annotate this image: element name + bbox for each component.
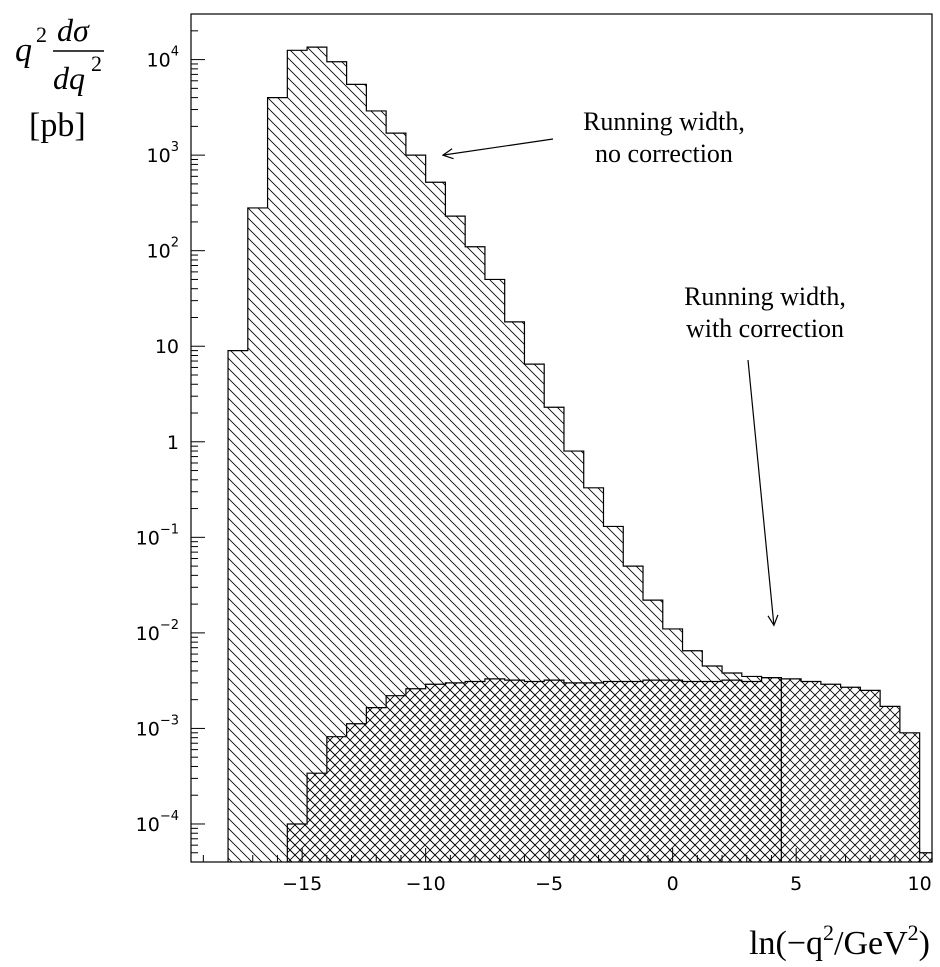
- bar: [445, 682, 466, 862]
- annotation-text: Running width,: [583, 107, 745, 136]
- bar: [326, 61, 347, 863]
- bar: [820, 684, 841, 862]
- bar: [346, 84, 367, 862]
- bar: [366, 707, 387, 862]
- bar: [583, 682, 604, 862]
- y-tick-label: 103: [147, 140, 179, 167]
- bar: [425, 684, 446, 862]
- bar: [544, 680, 564, 862]
- bar: [623, 681, 644, 862]
- bar: [603, 681, 624, 862]
- bar: [563, 682, 584, 862]
- annotation-arrow: [747, 359, 774, 625]
- bar: [247, 207, 268, 863]
- y-tick-label: 1: [167, 432, 179, 454]
- bar: [228, 350, 248, 862]
- svg-text:[pb]: [pb]: [29, 107, 86, 144]
- bar: [860, 690, 881, 862]
- svg-text:q: q: [15, 32, 32, 69]
- annotation-text: Running width,: [684, 282, 846, 311]
- bar: [504, 680, 525, 862]
- bar: [899, 732, 920, 862]
- x-tick-label: −15: [282, 873, 322, 895]
- y-tick-label: 10−2: [136, 618, 179, 645]
- x-tick-label: 0: [667, 873, 679, 895]
- bar: [346, 723, 367, 862]
- svg-text:2: 2: [91, 51, 102, 76]
- annotation-1: Running width, no correction: [443, 107, 745, 168]
- series-outline: [227, 46, 782, 862]
- bar: [287, 823, 308, 862]
- bar: [722, 680, 742, 862]
- bar: [524, 681, 545, 862]
- annotation-arrow: [443, 138, 554, 155]
- series-2: [286, 677, 933, 862]
- series-outline: [286, 677, 933, 862]
- svg-text:2: 2: [36, 22, 47, 47]
- svg-text:dσ: dσ: [57, 12, 90, 48]
- bar: [840, 687, 861, 862]
- annotation-text: with correction: [686, 314, 844, 343]
- bar: [643, 680, 663, 862]
- annotation-text: no correction: [595, 139, 733, 168]
- bar: [287, 50, 308, 862]
- x-axis: −15 −10 −5 0 5 10: [202, 848, 932, 895]
- x-tick-label: −10: [406, 873, 446, 895]
- bar: [267, 97, 288, 863]
- x-tick-label: 10: [908, 873, 932, 895]
- bar: [702, 681, 723, 862]
- bar: [326, 736, 347, 862]
- bar: [386, 133, 406, 862]
- bar: [405, 688, 426, 862]
- y-tick-label: 10−1: [136, 522, 179, 549]
- y-tick-label: 102: [147, 236, 179, 263]
- bar: [307, 47, 327, 862]
- plot-frame: [190, 13, 933, 863]
- x-tick-label: −5: [535, 873, 563, 895]
- svg-text:dq: dq: [53, 60, 85, 96]
- bar: [880, 706, 900, 862]
- annotation-2: Running width, with correction: [684, 282, 846, 625]
- y-tick-label: 10−3: [136, 713, 179, 740]
- y-tick-label: 10−4: [136, 809, 179, 836]
- y-axis: 10−4 10−3 10−2 10−1 1 10 102 103 104: [136, 13, 205, 863]
- bar: [662, 680, 683, 862]
- y-tick-label: 10: [155, 336, 179, 358]
- bar: [386, 695, 406, 862]
- bar: [801, 681, 821, 862]
- y-axis-label: q 2 dσ dq 2 [pb]: [15, 12, 104, 144]
- bar: [366, 110, 387, 862]
- bar: [405, 155, 426, 863]
- bar: [781, 678, 802, 862]
- x-axis-label: ln(−q2/GeV2): [749, 920, 930, 962]
- bar: [761, 677, 782, 862]
- y-tick-label: 104: [147, 45, 179, 72]
- series-layer: [227, 46, 933, 863]
- bar: [919, 852, 932, 862]
- bar: [484, 678, 505, 862]
- bar: [465, 681, 485, 862]
- bar: [682, 681, 703, 862]
- bar: [741, 681, 762, 862]
- bar: [307, 773, 327, 862]
- x-tick-label: 5: [790, 873, 802, 895]
